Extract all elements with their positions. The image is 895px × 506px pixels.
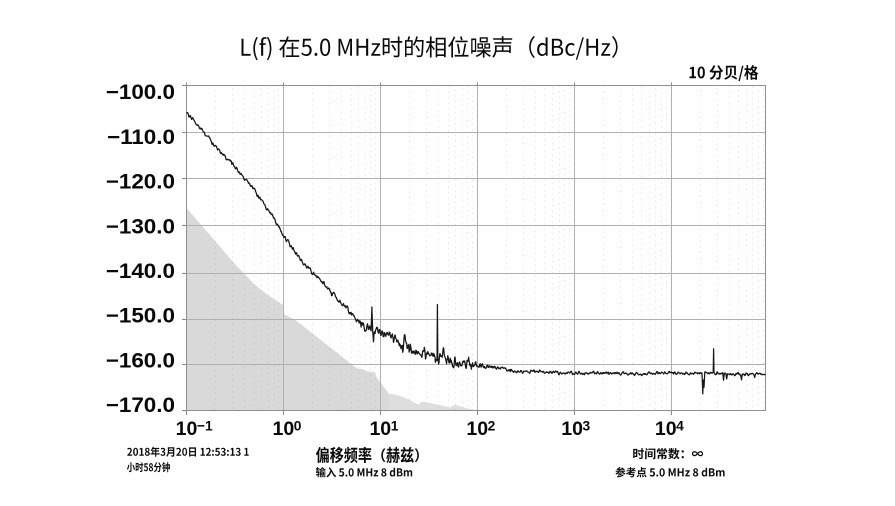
svg-text:−1: −1 (197, 419, 213, 434)
svg-text:−150.0: −150.0 (106, 303, 175, 327)
svg-text:1: 1 (391, 419, 399, 434)
svg-text:10: 10 (655, 418, 677, 440)
svg-text:2: 2 (488, 419, 496, 434)
svg-text:−110.0: −110.0 (107, 125, 175, 149)
svg-text:−120.0: −120.0 (106, 169, 175, 193)
svg-text:10: 10 (176, 418, 198, 440)
svg-text:−100.0: −100.0 (106, 80, 175, 104)
svg-text:−130.0: −130.0 (106, 214, 175, 238)
svg-text:−160.0: −160.0 (106, 348, 175, 372)
svg-text:3: 3 (583, 419, 591, 434)
svg-text:−140.0: −140.0 (106, 259, 175, 283)
svg-text:0: 0 (294, 419, 302, 434)
svg-text:4: 4 (676, 419, 684, 434)
svg-text:10: 10 (273, 418, 295, 440)
svg-text:−170.0: −170.0 (106, 393, 175, 417)
svg-text:10: 10 (369, 418, 391, 440)
svg-text:10: 10 (561, 418, 583, 440)
svg-text:10: 10 (466, 418, 488, 440)
